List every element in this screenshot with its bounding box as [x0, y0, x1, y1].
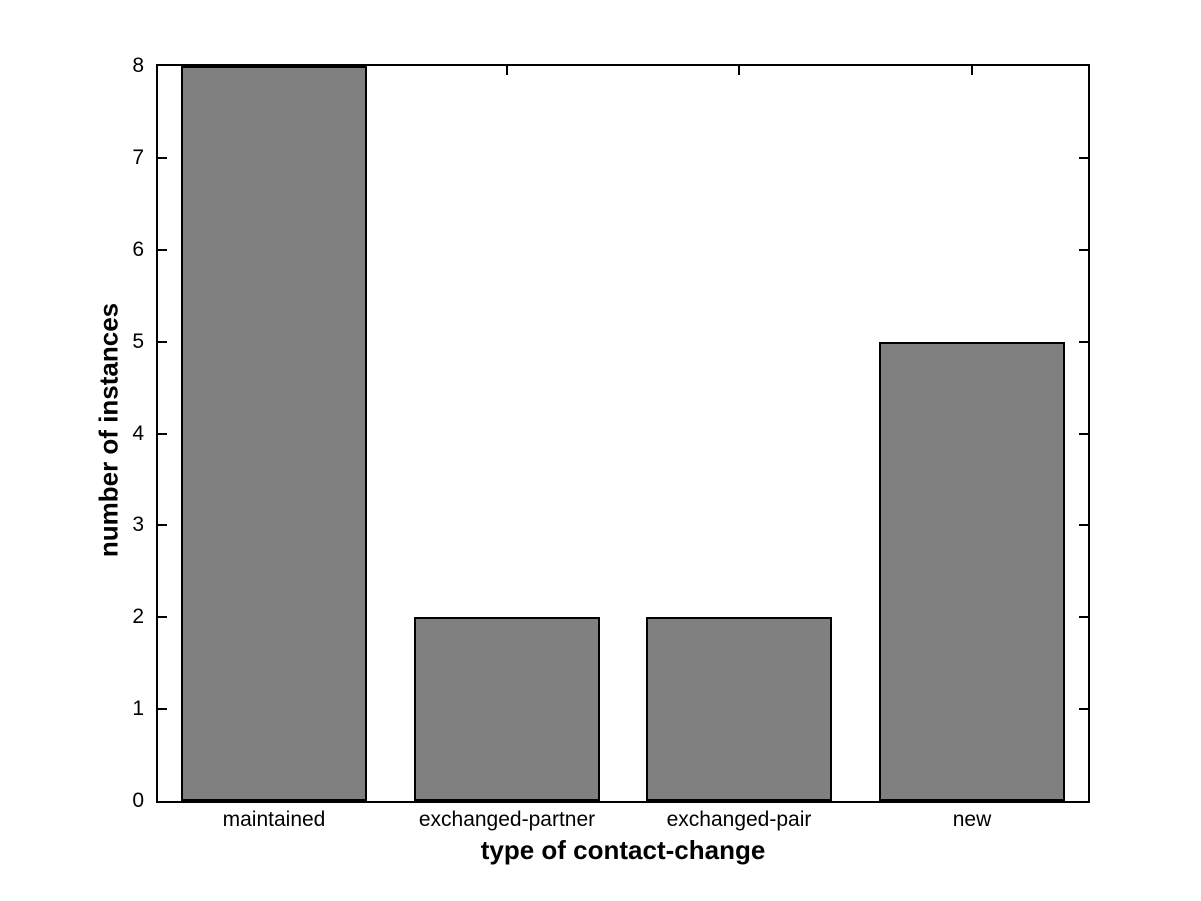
y-tick-mark [1079, 616, 1088, 618]
y-tick-label: 2 [132, 605, 144, 628]
y-tick-mark [158, 249, 167, 251]
y-tick-mark [1079, 524, 1088, 526]
y-tick-mark [158, 433, 167, 435]
y-tick-mark [1079, 433, 1088, 435]
y-tick-label: 6 [132, 238, 144, 261]
x-tick-mark [971, 66, 973, 75]
y-tick-mark [158, 157, 167, 159]
y-tick-mark [1079, 249, 1088, 251]
bar-maintained [181, 66, 367, 801]
y-tick-label: 4 [132, 422, 144, 445]
plot-area [156, 64, 1090, 803]
x-axis-label: type of contact-change [480, 835, 766, 865]
bar-exchanged-partner [414, 617, 600, 801]
x-tick-label: exchanged-pair [666, 808, 812, 831]
y-tick-mark [158, 708, 167, 710]
y-tick-label: 5 [132, 330, 144, 353]
bar-exchanged-pair [646, 617, 832, 801]
y-tick-mark [1079, 157, 1088, 159]
x-tick-mark [506, 66, 508, 75]
y-tick-mark [1079, 341, 1088, 343]
y-tick-label: 7 [132, 146, 144, 169]
y-tick-mark [158, 524, 167, 526]
y-tick-label: 8 [132, 54, 144, 77]
y-tick-label: 3 [132, 513, 144, 536]
y-tick-label: 1 [132, 697, 144, 720]
y-tick-label: 0 [132, 789, 144, 812]
y-tick-mark [1079, 708, 1088, 710]
x-tick-label: new [952, 808, 992, 831]
x-tick-label: maintained [222, 808, 326, 831]
bar-new [879, 342, 1065, 801]
x-tick-label: exchanged-partner [418, 808, 596, 831]
y-tick-mark [158, 616, 167, 618]
x-tick-mark [738, 66, 740, 75]
y-tick-mark [158, 341, 167, 343]
